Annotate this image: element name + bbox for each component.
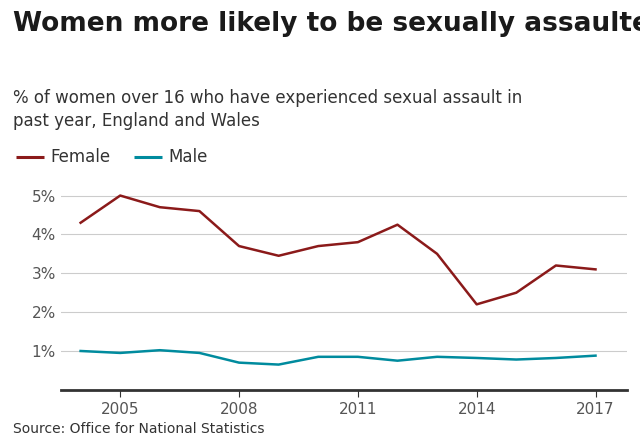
Text: Male: Male — [168, 148, 208, 166]
Text: Source: Office for National Statistics: Source: Office for National Statistics — [13, 422, 264, 436]
Text: Female: Female — [50, 148, 110, 166]
Text: Women more likely to be sexually assaulted: Women more likely to be sexually assault… — [13, 11, 640, 37]
Text: BBC: BBC — [568, 415, 606, 433]
Text: % of women over 16 who have experienced sexual assault in
past year, England and: % of women over 16 who have experienced … — [13, 89, 522, 130]
